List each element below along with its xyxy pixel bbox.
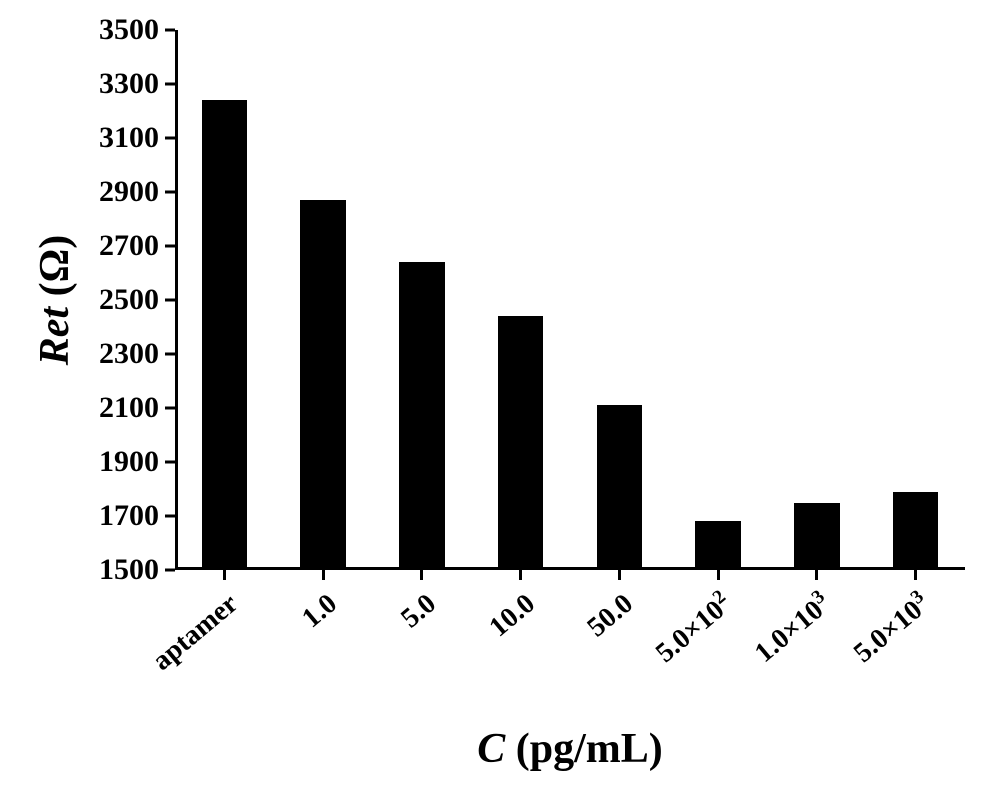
- bar: [300, 200, 345, 570]
- bar: [695, 521, 740, 570]
- plot-area: 1500170019002100230025002700290031003300…: [175, 30, 965, 570]
- y-tick-label: 2300: [99, 337, 175, 371]
- y-axis-label: Ret (Ω): [31, 235, 79, 365]
- y-tick-label: 1700: [99, 499, 175, 533]
- x-tick-label: 1.0×103: [749, 588, 838, 670]
- y-tick-label: 2500: [99, 283, 175, 317]
- x-tick-label: 5.0×103: [848, 588, 937, 670]
- bar: [399, 262, 444, 570]
- y-tick-label: 2900: [99, 175, 175, 209]
- x-tick-mark: [519, 570, 522, 580]
- y-tick-label: 1500: [99, 553, 175, 587]
- bar: [597, 405, 642, 570]
- x-tick-mark: [223, 570, 226, 580]
- x-tick-label: 50.0: [582, 588, 640, 644]
- bar: [498, 316, 543, 570]
- y-axis-line: [175, 30, 178, 570]
- figure: 1500 1700 1900 2100 2300 2500 2700 2900 3100 3300…: [0, 0, 1000, 787]
- x-tick-label: 5.0×102: [650, 588, 739, 670]
- x-tick-mark: [815, 570, 818, 580]
- x-axis-label: C (pg/mL): [477, 725, 663, 773]
- x-tick-label: 5.0: [395, 588, 442, 635]
- y-tick-label: 3500: [99, 13, 175, 47]
- bar: [202, 100, 247, 570]
- x-axis-line: [175, 567, 965, 570]
- x-tick-mark: [322, 570, 325, 580]
- bar: [893, 492, 938, 570]
- x-tick-mark: [717, 570, 720, 580]
- x-tick-label: aptamer: [147, 588, 245, 677]
- x-tick-label: 10.0: [483, 588, 541, 644]
- y-tick-label: 3300: [99, 67, 175, 101]
- y-tick-label: 2700: [99, 229, 175, 263]
- x-tick-mark: [420, 570, 423, 580]
- y-tick-label: 2100: [99, 391, 175, 425]
- x-tick-mark: [914, 570, 917, 580]
- bar: [794, 503, 839, 571]
- y-tick-label: 1900: [99, 445, 175, 479]
- y-tick-label: 3100: [99, 121, 175, 155]
- x-tick-mark: [618, 570, 621, 580]
- x-tick-label: 1.0: [296, 588, 343, 635]
